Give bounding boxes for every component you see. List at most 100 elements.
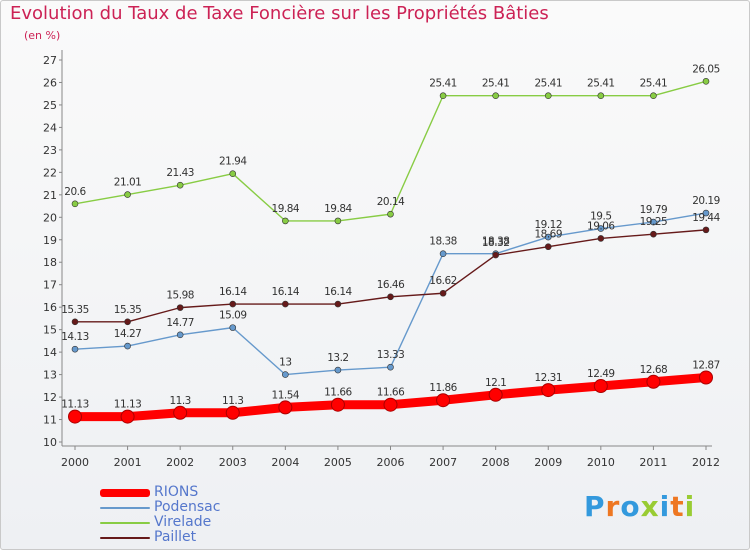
data-point <box>439 250 447 257</box>
data-point <box>124 342 131 350</box>
data-label: 19.79 <box>640 204 668 216</box>
y-tick-label: 14 <box>43 346 57 359</box>
x-tick-label: 2007 <box>429 456 457 469</box>
x-tick-label: 2001 <box>114 456 142 469</box>
data-point <box>334 217 342 225</box>
data-point <box>436 393 451 408</box>
data-point <box>334 300 342 308</box>
data-point <box>330 397 345 412</box>
y-tick-label: 20 <box>43 211 57 224</box>
data-label: 15.98 <box>166 290 194 302</box>
series-line <box>74 229 707 323</box>
logo-letter: o <box>620 490 641 523</box>
data-point <box>282 217 289 225</box>
data-label: 11.54 <box>272 389 300 401</box>
data-label: 15.35 <box>61 304 89 316</box>
y-tick-label: 16 <box>43 301 57 314</box>
data-label: 12.1 <box>485 377 506 389</box>
data-point <box>544 233 552 241</box>
data-label: 11.86 <box>429 382 457 394</box>
legend: RIONS Podensac Virelade Paillet <box>100 485 320 545</box>
data-label: 11.13 <box>114 399 142 411</box>
data-point <box>229 170 237 178</box>
data-label: 21.43 <box>166 167 194 179</box>
data-label: 18.32 <box>482 237 510 249</box>
data-point <box>282 371 289 378</box>
data-label: 13 <box>279 357 291 369</box>
data-point <box>176 331 184 339</box>
data-point <box>225 405 240 420</box>
data-point <box>124 191 131 198</box>
y-tick-label: 21 <box>43 189 57 202</box>
y-tick-label: 25 <box>43 99 57 112</box>
data-point <box>650 230 657 238</box>
proxiti-logo: Proxiti <box>584 490 695 523</box>
data-point <box>702 226 710 234</box>
data-point <box>71 318 79 326</box>
data-point <box>488 387 503 402</box>
legend-swatch <box>100 488 150 497</box>
data-label: 15.09 <box>219 310 247 322</box>
data-point <box>597 92 605 100</box>
data-label: 25.41 <box>429 78 457 90</box>
legend-item: Virelade <box>100 515 320 530</box>
data-point <box>282 300 289 308</box>
data-label: 15.35 <box>114 304 142 316</box>
data-label: 21.01 <box>114 177 142 189</box>
x-tick-label: 2004 <box>271 456 299 469</box>
data-label: 11.3 <box>169 395 190 407</box>
data-labels: 11.13 11.13 11.3 11.3 11.54 11.66 11.66 11.86 12… <box>61 63 721 411</box>
legend-swatch <box>100 536 150 539</box>
data-label: 19.06 <box>587 220 615 232</box>
data-label: 21.94 <box>219 156 247 168</box>
data-label: 12.68 <box>640 364 668 376</box>
data-point <box>176 181 184 189</box>
logo-letter: t <box>670 490 685 523</box>
x-tick-label: 2005 <box>324 456 352 469</box>
y-tick-label: 22 <box>43 166 57 179</box>
data-label: 14.13 <box>61 331 89 343</box>
x-tick-label: 2006 <box>377 456 405 469</box>
data-point <box>646 374 661 389</box>
data-point <box>702 78 710 85</box>
data-label: 20.19 <box>692 195 720 207</box>
data-label: 11.66 <box>377 387 405 399</box>
data-point <box>176 304 184 311</box>
y-tick-label: 13 <box>43 369 57 382</box>
data-point <box>278 400 293 415</box>
data-point <box>68 409 82 424</box>
data-point <box>492 251 499 259</box>
x-tick-label: 2008 <box>482 456 510 469</box>
y-tick-label: 15 <box>43 324 57 337</box>
data-label: 18.38 <box>482 236 510 248</box>
data-label: 16.14 <box>272 286 300 298</box>
data-label: 25.41 <box>640 78 668 90</box>
data-point <box>334 366 342 374</box>
legend-item: Paillet <box>100 530 320 545</box>
data-label: 12.49 <box>587 368 615 380</box>
data-point <box>124 318 131 326</box>
data-label: 16.14 <box>219 286 247 298</box>
logo-letter: P <box>584 490 606 523</box>
chart-subtitle: (en %) <box>24 29 61 42</box>
legend-swatch <box>100 506 150 509</box>
data-label: 16.14 <box>324 286 352 298</box>
data-label: 19.25 <box>640 216 668 228</box>
legend-label: RIONS <box>154 484 199 500</box>
data-label: 14.27 <box>114 328 142 340</box>
data-label: 11.66 <box>324 387 352 399</box>
legend-item: Podensac <box>100 500 320 515</box>
data-point <box>597 235 605 242</box>
legend-item: RIONS <box>100 485 320 500</box>
logo-letter: i <box>659 490 671 523</box>
logo-letter: x <box>640 490 660 523</box>
y-tick-label: 17 <box>43 279 57 292</box>
data-point <box>593 379 608 394</box>
data-point <box>439 92 447 100</box>
series-points <box>68 78 713 424</box>
data-label: 25.41 <box>482 78 510 90</box>
y-tick-label: 26 <box>43 76 57 89</box>
data-point <box>650 218 657 226</box>
y-tick-label: 12 <box>43 391 57 404</box>
